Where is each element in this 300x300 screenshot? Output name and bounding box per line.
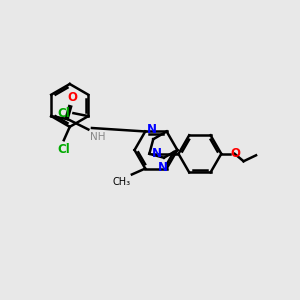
Text: N: N: [152, 147, 162, 160]
Text: N: N: [158, 161, 167, 174]
Text: Cl: Cl: [58, 106, 70, 120]
Text: CH₃: CH₃: [112, 177, 130, 187]
Text: O: O: [230, 147, 240, 160]
Text: N: N: [147, 123, 157, 136]
Text: Cl: Cl: [57, 142, 70, 156]
Text: NH: NH: [90, 132, 105, 142]
Text: O: O: [67, 91, 77, 104]
